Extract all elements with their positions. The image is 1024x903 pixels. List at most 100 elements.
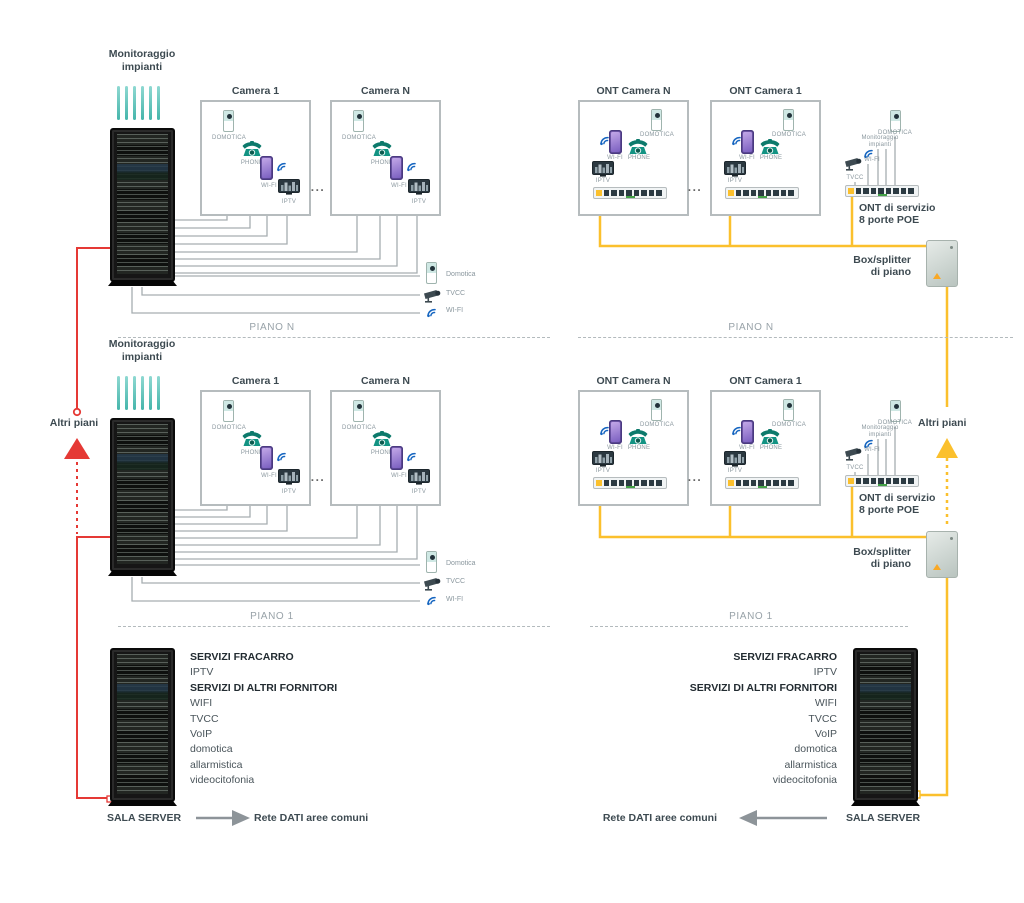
camera-box-title: Camera 1 [231, 375, 280, 387]
wifi-label: WI-FI [261, 473, 277, 479]
domotica-label: DOMOTICA [640, 132, 674, 138]
phone-icon [371, 430, 393, 447]
smartphone-icon [260, 446, 273, 470]
ont-camera-box-1-floor-1: ONT Camera 1 WI-FI PHONE DOMOTICA IPTV [710, 375, 821, 506]
box-splitter-floor-n [926, 240, 958, 287]
ont-device [593, 187, 667, 199]
ont-camera-box-n-floor-1: ONT Camera N WI-FI PHONE DOMOTICA IPTV [578, 375, 689, 506]
sala-server-label-right: SALA SERVER [846, 812, 921, 824]
service-item: SERVIZI DI ALTRI FORNITORI [689, 681, 837, 694]
yellow-up-arrowhead [936, 438, 958, 458]
ont-camera-box-1-floor-n: ONT Camera 1 WI-FI PHONE DOMOTICA IPTV [710, 85, 821, 216]
smartphone-icon [741, 130, 754, 154]
ellipsis: ... [310, 470, 326, 484]
iptv-label: IPTV [281, 489, 297, 495]
iptv-tv-icon [724, 161, 746, 177]
ont-device [593, 477, 667, 489]
domotica-doorbell-icon [890, 110, 901, 132]
legend-domotica-label: Domotica [446, 560, 476, 567]
ont-box-title: ONT Camera N [596, 85, 671, 97]
iptv-label: IPTV [411, 489, 427, 495]
iptv-label: IPTV [281, 199, 297, 205]
camera-box-1-floor-n: Camera 1 DOMOTICA PHONE WI-FI IPTV [200, 85, 311, 216]
floor-divider-line [118, 337, 550, 338]
ellipsis: ... [687, 470, 703, 484]
service-ont-cluster-floor-1: DOMOTICA Monitoraggio impianti WI-FI TVC… [840, 395, 955, 525]
wifi-icon [404, 449, 418, 463]
wifi-label: WI-FI [864, 157, 880, 163]
iptv-tv-icon [278, 179, 300, 195]
tvcc-camera-icon [844, 446, 864, 462]
phone-label: PHONE [759, 155, 783, 161]
camera-box-title: Camera 1 [231, 85, 280, 97]
domotica-doorbell-icon [426, 551, 437, 573]
monitoring-lines-icon [117, 376, 160, 410]
phone-icon [241, 140, 263, 157]
altri-piani-label-left: Altri piani [49, 417, 99, 429]
phone-icon [241, 430, 263, 447]
cluster-monitoring-label: Monitoraggio impianti [861, 425, 899, 438]
wifi-label: WI-FI [607, 155, 623, 161]
domotica-doorbell-icon [651, 109, 662, 131]
iptv-tv-icon [408, 469, 430, 485]
red-line-endpoint [72, 407, 82, 417]
phone-icon [627, 138, 649, 155]
domotica-doorbell-icon [223, 110, 234, 132]
wifi-label: WI-FI [864, 447, 880, 453]
service-item: videocitofonia [772, 774, 837, 787]
monitoring-header-floor-n: Monitoraggio impianti [108, 48, 176, 74]
domotica-label: DOMOTICA [342, 425, 376, 431]
services-list-right: SERVIZI FRACARRO IPTV SERVIZI DI ALTRI F… [600, 650, 837, 789]
domotica-doorbell-icon [783, 399, 794, 421]
iptv-tv-icon [724, 451, 746, 467]
wifi-label: WI-FI [739, 155, 755, 161]
service-item: IPTV [813, 666, 837, 679]
box-splitter-label-line1: Box/splitter [853, 546, 911, 558]
server-rack-sala-server-right [851, 648, 920, 806]
domotica-label: DOMOTICA [772, 422, 806, 428]
iptv-label: IPTV [595, 178, 611, 184]
service-ont-label-line1: ONT di servizio [859, 492, 936, 504]
floor-divider-line [578, 337, 1013, 338]
floor-divider-label-n-right: PIANO N [728, 322, 774, 333]
domotica-label: DOMOTICA [878, 130, 912, 136]
legend-tvcc-label: TVCC [446, 290, 466, 297]
wifi-icon [274, 159, 288, 173]
tvcc-label: TVCC [846, 175, 864, 181]
ellipsis: ... [687, 180, 703, 194]
service-item: SERVIZI FRACARRO [733, 651, 837, 663]
wifi-label: WI-FI [391, 473, 407, 479]
service-item: VoIP [814, 728, 837, 741]
smartphone-icon [260, 156, 273, 180]
altri-piani-label-right: Altri piani [918, 417, 967, 429]
phone-label: PHONE [627, 445, 651, 451]
iptv-tv-icon [592, 451, 614, 467]
camera-box-n-floor-1: Camera N DOMOTICA PHONE WI-FI IPTV [330, 375, 441, 506]
services-list-left: SERVIZI FRACARRO IPTV SERVIZI DI ALTRI F… [190, 650, 337, 789]
wifi-label: WI-FI [261, 183, 277, 189]
server-rack-sala-server-left [108, 648, 177, 806]
service-item: SERVIZI FRACARRO [190, 651, 294, 663]
iptv-tv-icon [408, 179, 430, 195]
domotica-label: DOMOTICA [212, 425, 246, 431]
floor-divider-label-1-left: PIANO 1 [250, 611, 294, 622]
camera-box-1-floor-1: Camera 1 DOMOTICA PHONE WI-FI IPTV [200, 375, 311, 506]
phone-icon [627, 428, 649, 445]
legend-domotica-label: Domotica [446, 271, 476, 278]
monitoring-header-floor-1: Monitoraggio impianti [108, 338, 176, 364]
iptv-tv-icon [278, 469, 300, 485]
iptv-label: IPTV [727, 468, 743, 474]
box-splitter-label-line1: Box/splitter [853, 254, 911, 266]
wifi-icon [424, 593, 438, 607]
smartphone-icon [390, 446, 403, 470]
service-ont-cluster-floor-n: DOMOTICA Monitoraggio impianti WI-FI TVC… [840, 105, 955, 235]
ellipsis: ... [310, 180, 326, 194]
cluster-monitoring-label: Monitoraggio impianti [861, 135, 899, 148]
service-ont-label-line2: 8 porte POE [859, 504, 920, 516]
wifi-label: WI-FI [607, 445, 623, 451]
sala-server-label-left: SALA SERVER [106, 812, 182, 824]
legend-wifi-label: WI-FI [446, 596, 464, 603]
phone-label: PHONE [759, 445, 783, 451]
server-rack-floor-1 [108, 418, 177, 576]
